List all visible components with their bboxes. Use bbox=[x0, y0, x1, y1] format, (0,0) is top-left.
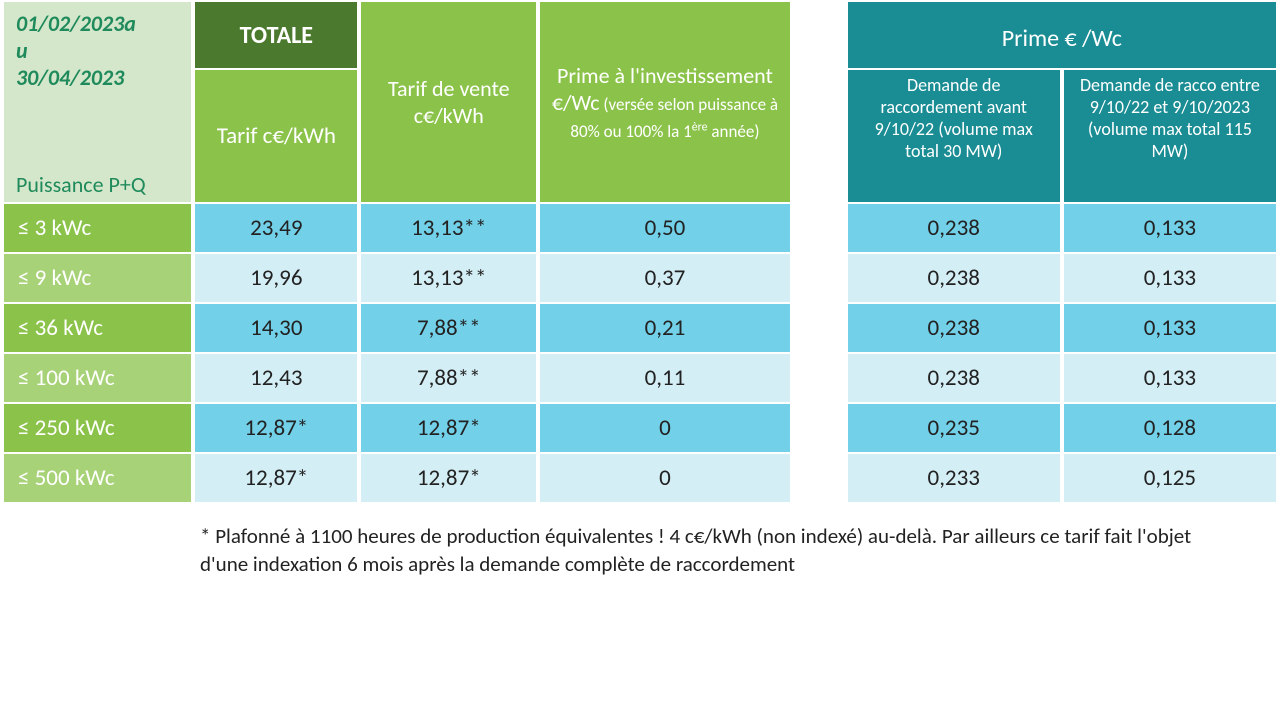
cell-tarif: 14,30 bbox=[195, 304, 357, 352]
row-label: ≤ 9 kWc bbox=[4, 254, 191, 302]
spacer bbox=[794, 354, 844, 402]
cell-vente: 7,88** bbox=[361, 354, 536, 402]
cell-tarif: 19,96 bbox=[195, 254, 357, 302]
row-label: ≤ 100 kWc bbox=[4, 354, 191, 402]
period-line3: 30/04/2023 bbox=[16, 64, 124, 91]
header-demande2: Demande de racco entre 9/10/22 et 9/10/2… bbox=[1064, 70, 1276, 202]
cell-p2: 0,133 bbox=[1064, 304, 1276, 352]
cell-p1: 0,233 bbox=[848, 454, 1060, 502]
period-line2: u bbox=[16, 37, 28, 64]
cell-inv: 0,21 bbox=[540, 304, 790, 352]
prime-inv-end: année) bbox=[708, 121, 760, 142]
spacer bbox=[794, 454, 844, 502]
prime-inv-sup: ère bbox=[692, 120, 708, 134]
table-row: ≤ 250 kWc12,87*12,87*00,2350,128 bbox=[4, 404, 1276, 452]
spacer bbox=[794, 204, 844, 252]
tariff-table-container: 01/02/2023a u 30/04/2023 Puissance P+Q T… bbox=[0, 0, 1280, 589]
cell-tarif: 12,87* bbox=[195, 404, 357, 452]
cell-p2: 0,125 bbox=[1064, 454, 1276, 502]
row-label: ≤ 500 kWc bbox=[4, 454, 191, 502]
cell-tarif: 23,49 bbox=[195, 204, 357, 252]
spacer bbox=[794, 404, 844, 452]
header-tarif-vente: Tarif de vente c€/kWh bbox=[361, 2, 536, 202]
header-prime-inv: Prime à l'investissement €/Wc (versée se… bbox=[540, 2, 790, 202]
cell-p2: 0,128 bbox=[1064, 404, 1276, 452]
cell-p2: 0,133 bbox=[1064, 254, 1276, 302]
table-row: ≤ 36 kWc14,307,88**0,21 0,2380,133 bbox=[4, 304, 1276, 352]
row-label: ≤ 36 kWc bbox=[4, 304, 191, 352]
cell-p1: 0,238 bbox=[848, 304, 1060, 352]
tariff-table: 01/02/2023a u 30/04/2023 Puissance P+Q T… bbox=[0, 0, 1280, 504]
header-totale: TOTALE bbox=[195, 2, 357, 68]
cell-p2: 0,133 bbox=[1064, 354, 1276, 402]
cell-p1: 0,238 bbox=[848, 254, 1060, 302]
cell-vente: 12,87* bbox=[361, 454, 536, 502]
footnote: * Plafonné à 1100 heures de production é… bbox=[0, 504, 1280, 589]
cell-p1: 0,235 bbox=[848, 404, 1060, 452]
period-line1: 01/02/2023a bbox=[16, 10, 136, 37]
header-puissance: Puissance P+Q bbox=[16, 171, 179, 198]
table-row: ≤ 3 kWc23,4913,13**0,50 0,2380,133 bbox=[4, 204, 1276, 252]
header-tarif: Tarif c€/kWh bbox=[195, 70, 357, 202]
cell-vente: 13,13** bbox=[361, 204, 536, 252]
table-row: ≤ 100 kWc12,437,88**0,11 0,2380,133 bbox=[4, 354, 1276, 402]
row-label: ≤ 3 kWc bbox=[4, 204, 191, 252]
header-prime-wc: Prime € /Wc bbox=[848, 2, 1276, 68]
spacer bbox=[794, 254, 844, 302]
cell-p2: 0,133 bbox=[1064, 204, 1276, 252]
cell-tarif: 12,43 bbox=[195, 354, 357, 402]
cell-inv: 0 bbox=[540, 404, 790, 452]
cell-tarif: 12,87* bbox=[195, 454, 357, 502]
cell-p1: 0,238 bbox=[848, 354, 1060, 402]
spacer bbox=[794, 304, 844, 352]
cell-inv: 0,50 bbox=[540, 204, 790, 252]
table-row: ≤ 9 kWc19,9613,13**0,37 0,2380,133 bbox=[4, 254, 1276, 302]
cell-p1: 0,238 bbox=[848, 204, 1060, 252]
table-row: ≤ 500 kWc12,87*12,87*00,2330,125 bbox=[4, 454, 1276, 502]
cell-inv: 0,37 bbox=[540, 254, 790, 302]
cell-inv: 0 bbox=[540, 454, 790, 502]
cell-inv: 0,11 bbox=[540, 354, 790, 402]
header-demande1: Demande de raccordement avant 9/10/22 (v… bbox=[848, 70, 1060, 202]
header-period: 01/02/2023a u 30/04/2023 Puissance P+Q bbox=[4, 2, 191, 202]
cell-vente: 13,13** bbox=[361, 254, 536, 302]
row-label: ≤ 250 kWc bbox=[4, 404, 191, 452]
cell-vente: 7,88** bbox=[361, 304, 536, 352]
spacer bbox=[794, 2, 844, 202]
cell-vente: 12,87* bbox=[361, 404, 536, 452]
